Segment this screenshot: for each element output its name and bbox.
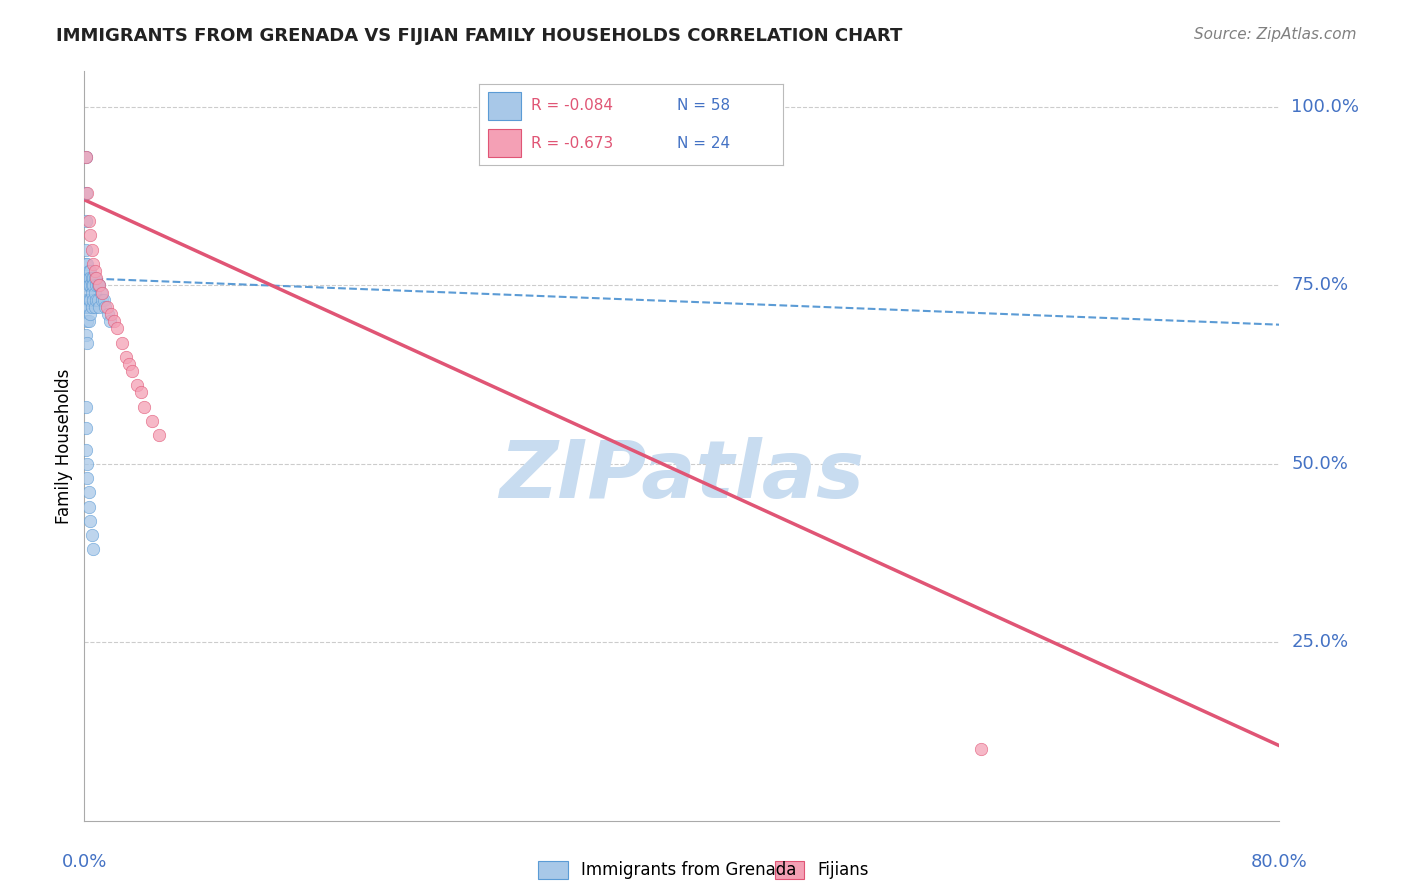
- Point: [82, 293, 104, 307]
- Text: 100.0%: 100.0%: [1292, 98, 1360, 116]
- Point: [80, 278, 103, 293]
- Y-axis label: Family Households: Family Households: [55, 368, 73, 524]
- Point: [77, 293, 100, 307]
- Point: [129, 385, 152, 400]
- Point: [96, 300, 118, 314]
- Point: [83, 264, 105, 278]
- Point: [79, 293, 101, 307]
- Point: [82, 278, 104, 293]
- Point: [79, 264, 101, 278]
- Point: [100, 307, 122, 321]
- Point: [77, 314, 100, 328]
- Point: [111, 335, 134, 350]
- Point: [115, 350, 138, 364]
- Point: [77, 214, 100, 228]
- Point: [118, 357, 141, 371]
- Point: [77, 500, 100, 514]
- Point: [80, 243, 103, 257]
- Point: [89, 278, 111, 293]
- Point: [75, 278, 97, 293]
- Point: [79, 278, 101, 293]
- Point: [76, 271, 98, 285]
- Point: [77, 264, 100, 278]
- Point: [98, 314, 121, 328]
- Point: [80, 300, 103, 314]
- Text: Source: ZipAtlas.com: Source: ZipAtlas.com: [1194, 27, 1357, 42]
- Point: [76, 471, 98, 485]
- Point: [97, 307, 120, 321]
- Point: [79, 271, 101, 285]
- Point: [132, 400, 156, 414]
- Point: [83, 285, 105, 300]
- Text: 75.0%: 75.0%: [1292, 277, 1348, 294]
- Point: [75, 400, 97, 414]
- Point: [77, 271, 100, 285]
- Point: [80, 285, 103, 300]
- Point: [83, 271, 105, 285]
- Point: [79, 514, 101, 528]
- Point: [75, 150, 97, 164]
- Point: [82, 271, 104, 285]
- Text: 50.0%: 50.0%: [1292, 455, 1348, 473]
- Point: [83, 300, 105, 314]
- Point: [76, 257, 98, 271]
- Point: [82, 257, 104, 271]
- Point: [75, 186, 97, 200]
- Point: [75, 300, 97, 314]
- Point: [86, 278, 108, 293]
- Point: [75, 328, 97, 343]
- Point: [76, 293, 98, 307]
- Point: [90, 285, 112, 300]
- Point: [141, 414, 163, 428]
- Point: [89, 300, 111, 314]
- Point: [76, 186, 98, 200]
- Point: [94, 300, 117, 314]
- Point: [103, 314, 125, 328]
- Point: [75, 421, 97, 435]
- Point: [86, 271, 108, 285]
- Point: [75, 214, 97, 228]
- Point: [76, 457, 98, 471]
- Text: 0.0%: 0.0%: [62, 853, 107, 871]
- Point: [86, 293, 108, 307]
- Point: [75, 150, 97, 164]
- Point: [76, 285, 98, 300]
- Text: IMMIGRANTS FROM GRENADA VS FIJIAN FAMILY HOUSEHOLDS CORRELATION CHART: IMMIGRANTS FROM GRENADA VS FIJIAN FAMILY…: [56, 27, 903, 45]
- Point: [89, 278, 111, 293]
- Point: [121, 364, 143, 378]
- Point: [75, 243, 97, 257]
- Text: Fijians: Fijians: [817, 861, 869, 880]
- Point: [76, 300, 98, 314]
- Text: 80.0%: 80.0%: [1251, 853, 1308, 871]
- Point: [91, 285, 114, 300]
- Point: [79, 307, 101, 321]
- Point: [77, 278, 100, 293]
- FancyBboxPatch shape: [775, 862, 804, 880]
- Point: [80, 271, 103, 285]
- Point: [125, 378, 148, 392]
- Text: 25.0%: 25.0%: [1292, 633, 1348, 651]
- Point: [148, 428, 170, 442]
- Point: [105, 321, 128, 335]
- Point: [970, 742, 993, 756]
- Point: [75, 257, 97, 271]
- Point: [77, 300, 100, 314]
- Point: [75, 442, 97, 457]
- Point: [77, 485, 100, 500]
- FancyBboxPatch shape: [538, 862, 568, 880]
- Point: [91, 293, 114, 307]
- Point: [76, 335, 98, 350]
- Point: [93, 293, 115, 307]
- Point: [87, 293, 110, 307]
- Point: [82, 542, 104, 557]
- Point: [80, 528, 103, 542]
- Text: Immigrants from Grenada: Immigrants from Grenada: [581, 861, 796, 880]
- Point: [79, 228, 101, 243]
- Point: [76, 314, 98, 328]
- Text: ZIPatlas: ZIPatlas: [499, 437, 865, 515]
- Point: [87, 278, 110, 293]
